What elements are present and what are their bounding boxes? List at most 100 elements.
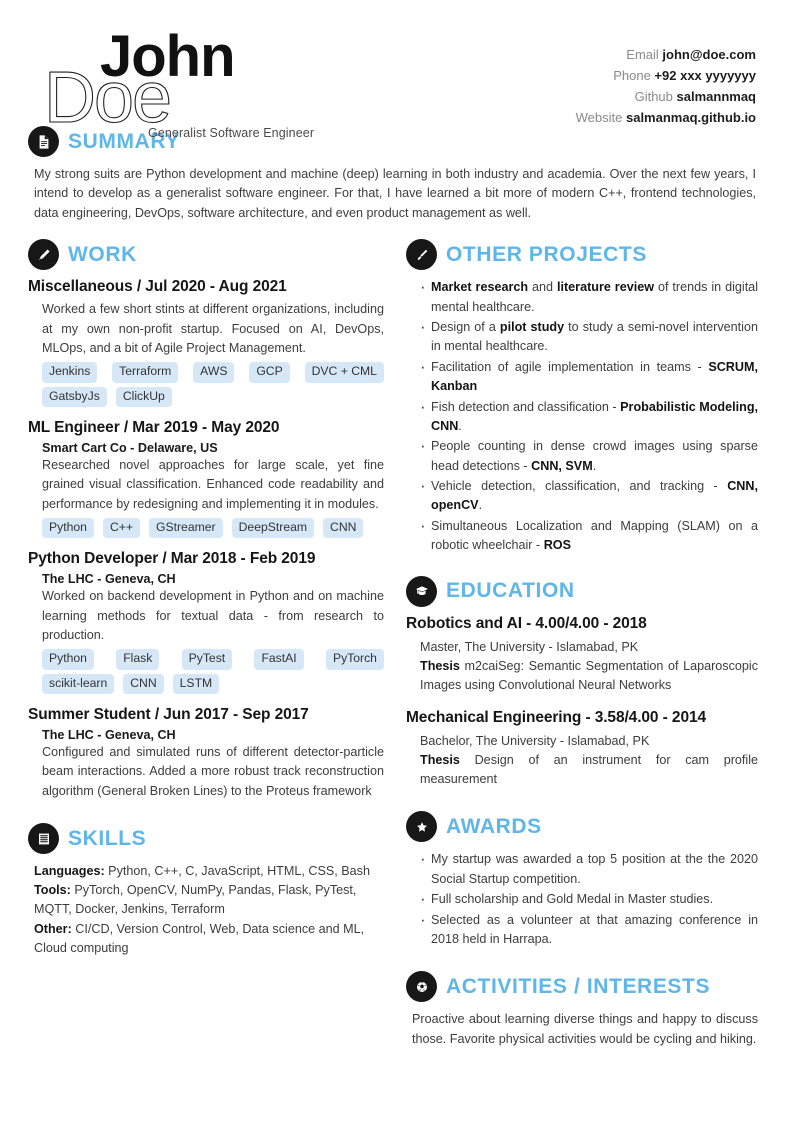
- job-tag[interactable]: PyTest: [181, 649, 233, 670]
- job-tag-list: Python C++ GStreamer DeepStream CNN: [42, 518, 384, 539]
- education-item: Robotics and AI - 4.00/4.00 - 2018 Maste…: [406, 615, 758, 695]
- right-column: OTHER PROJECTS Market research and liter…: [406, 239, 758, 1065]
- contact-github-value[interactable]: salmannmaq: [676, 89, 756, 105]
- degree-body: Bachelor, The University - Islamabad, PK…: [406, 732, 758, 789]
- list-item: Facilitation of agile implementation in …: [420, 356, 758, 397]
- item-pre: Vehicle detection, classification, and t…: [431, 479, 728, 494]
- skills-title: SKILLS: [68, 826, 147, 850]
- job-description: Worked on backend development in Python …: [42, 589, 384, 643]
- job-tag[interactable]: ClickUp: [115, 386, 172, 407]
- job-description: Researched novel approaches for large sc…: [42, 457, 384, 511]
- education-title: EDUCATION: [446, 579, 575, 603]
- item-bold-1: CNN, SVM: [531, 458, 593, 473]
- name-block: Doe John: [38, 22, 458, 135]
- summary-header: SUMMARY: [28, 126, 756, 157]
- item-post: to study a semi-novel intervention in me…: [431, 319, 758, 354]
- other-projects-header: OTHER PROJECTS: [406, 239, 758, 271]
- contact-website-value[interactable]: salmanmaq.github.io: [625, 110, 756, 126]
- job-tag[interactable]: DeepStream: [231, 518, 315, 539]
- contact-phone-label: Phone: [613, 68, 651, 84]
- awards-title: AWARDS: [446, 814, 542, 838]
- activities-text: Proactive about learning diverse things …: [412, 1012, 758, 1046]
- skill-line: Languages: Python, C++, C, JavaScript, H…: [34, 862, 384, 881]
- job-tag[interactable]: GStreamer: [149, 518, 223, 539]
- thesis-label: Thesis: [420, 753, 460, 768]
- skill-value: Python, C++, C, JavaScript, HTML, CSS, B…: [104, 864, 370, 879]
- skills-body: Languages: Python, C++, C, JavaScript, H…: [28, 862, 384, 958]
- skills-header: SKILLS: [28, 823, 384, 855]
- education-item: Mechanical Engineering - 3.58/4.00 - 201…: [406, 709, 758, 789]
- degree-title: Mechanical Engineering - 3.58/4.00 - 201…: [406, 709, 707, 727]
- contact-phone: Phone +92 xxx yyyyyyy: [576, 65, 756, 86]
- job-tag[interactable]: DVC + CML: [304, 362, 384, 383]
- thesis-label: Thesis: [420, 658, 460, 673]
- degree-title: Robotics and AI - 4.00/4.00 - 2018: [406, 614, 647, 632]
- section-education: EDUCATION Robotics and AI - 4.00/4.00 - …: [406, 575, 758, 790]
- job-tag[interactable]: Flask: [116, 649, 160, 670]
- item-bold-1: pilot study: [499, 319, 565, 334]
- list-item: Market research and literature review of…: [420, 276, 758, 317]
- skill-label: Other:: [34, 921, 72, 936]
- skill-value: PyTorch, OpenCV, NumPy, Pandas, Flask, P…: [34, 883, 357, 917]
- contact-phone-value[interactable]: +92 xxx yyyyyyy: [654, 68, 756, 84]
- job-tag[interactable]: FastAI: [254, 649, 304, 670]
- job-tag[interactable]: Jenkins: [42, 362, 98, 383]
- item-post: of trends in digital mental healthcare.: [431, 280, 758, 314]
- skill-line: Other: CI/CD, Version Control, Web, Data…: [34, 920, 384, 958]
- list-item: Full scholarship and Gold Medal in Maste…: [420, 888, 758, 911]
- job-body: The LHC - Geneva, CH Configured and simu…: [28, 728, 384, 801]
- resume-header: Doe John Generalist Software Engineer Em…: [0, 0, 794, 141]
- job-tag[interactable]: Terraform: [112, 362, 179, 383]
- job-tag[interactable]: GatsbyJs: [42, 386, 107, 407]
- contact-website-label: Website: [575, 110, 623, 126]
- work-item: Miscellaneous / Jul 2020 - Aug 2021 Work…: [28, 278, 384, 407]
- left-column: WORK Miscellaneous / Jul 2020 - Aug 2021…: [28, 239, 384, 1065]
- item-mid: and: [528, 280, 557, 295]
- section-work: WORK Miscellaneous / Jul 2020 - Aug 2021…: [28, 239, 384, 801]
- job-tag-list: Python Flask PyTest FastAI PyTorch sciki…: [42, 649, 384, 694]
- contact-github-label: Github: [634, 89, 673, 105]
- job-tag[interactable]: CNN: [323, 518, 364, 539]
- job-org: Smart Cart Co - Delaware, US: [42, 440, 218, 455]
- item-pre: People counting in dense crowd images us…: [431, 439, 758, 473]
- section-awards: AWARDS My startup was awarded a top 5 po…: [406, 811, 758, 949]
- contact-email-value[interactable]: john@doe.com: [662, 47, 756, 62]
- job-tag[interactable]: scikit-learn: [42, 673, 115, 694]
- item-bold-1: SCRUM, Kanban: [431, 359, 758, 394]
- education-header: EDUCATION: [406, 575, 758, 607]
- job-tag[interactable]: Python: [42, 518, 94, 539]
- pencil-icon: [28, 239, 59, 271]
- awards-list: My startup was awarded a top 5 position …: [406, 848, 758, 950]
- activities-header: ACTIVITIES / INTERESTS: [406, 971, 758, 1003]
- item-bold-1: Market research: [431, 280, 529, 295]
- job-tag[interactable]: AWS: [193, 362, 235, 383]
- list-item: Simultaneous Localization and Mapping (S…: [420, 515, 758, 556]
- job-tag[interactable]: LSTM: [172, 673, 220, 694]
- item-pre: Fish detection and classification -: [431, 399, 621, 414]
- contact-email: Email john@doe.com: [576, 44, 756, 65]
- item-pre: Design of a: [431, 319, 500, 334]
- list-item: Design of a pilot study to study a semi-…: [420, 316, 758, 357]
- brush-icon: [406, 239, 437, 271]
- job-tag[interactable]: GCP: [249, 362, 290, 383]
- degree-thesis: Thesis Design of an instrument for cam p…: [420, 751, 758, 789]
- work-item: ML Engineer / Mar 2019 - May 2020 Smart …: [28, 419, 384, 539]
- job-org: The LHC - Geneva, CH: [42, 572, 176, 587]
- job-tag[interactable]: PyTorch: [325, 649, 384, 670]
- item-post: .: [592, 458, 597, 473]
- job-tag[interactable]: C++: [102, 518, 140, 539]
- job-tag[interactable]: Python: [42, 649, 94, 670]
- graduation-cap-icon: [406, 575, 437, 607]
- job-title: Summer Student / Jun 2017 - Sep 2017: [28, 705, 309, 723]
- degree-body: Master, The University - Islamabad, PK T…: [406, 638, 758, 695]
- section-summary: SUMMARY My strong suits are Python devel…: [0, 126, 794, 223]
- degree-institution: Master, The University - Islamabad, PK: [420, 639, 639, 654]
- document-icon: [28, 126, 59, 157]
- list-item: Selected as a volunteer at that amazing …: [420, 909, 758, 950]
- activities-title: ACTIVITIES / INTERESTS: [446, 974, 711, 998]
- other-projects-list: Market research and literature review of…: [406, 276, 758, 556]
- item-bold-1: CNN, openCV: [431, 479, 758, 513]
- job-title: Miscellaneous / Jul 2020 - Aug 2021: [28, 278, 287, 296]
- degree-institution: Bachelor, The University - Islamabad, PK: [420, 734, 650, 749]
- job-tag[interactable]: CNN: [123, 673, 164, 694]
